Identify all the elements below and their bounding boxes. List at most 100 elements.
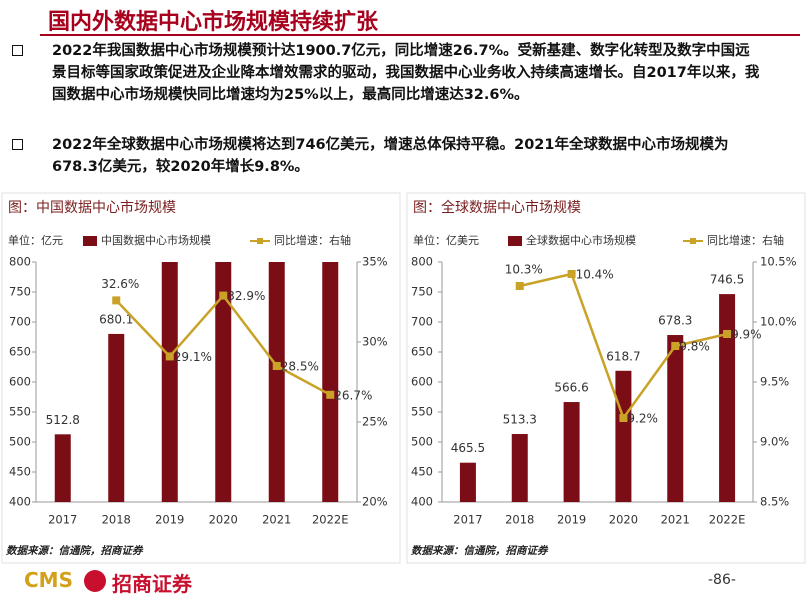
x-tick-label: 2020	[609, 513, 638, 527]
legend-swatch	[83, 236, 97, 246]
title-rule	[40, 34, 800, 36]
x-tick-label: 2020	[209, 513, 238, 527]
page-number: -86-	[708, 572, 736, 588]
line-marker	[515, 282, 524, 290]
legend-label: 同比增速：右轴	[274, 233, 351, 247]
y-tick-label: 450	[9, 465, 31, 479]
x-tick-label: 2021	[262, 513, 291, 527]
line-marker	[219, 291, 228, 300]
chart-title: 图：全球数据中心市场规模	[413, 199, 581, 216]
bullet: 2022年我国数据中心市场规模预计达1900.7亿元，同比增速26.7%。受新基…	[12, 40, 764, 106]
line-value-label: 9.8%	[679, 340, 710, 354]
bar-value-label: 618.7	[606, 349, 640, 363]
line-marker	[671, 342, 680, 350]
bar	[54, 434, 71, 502]
bar	[215, 262, 232, 502]
bar-value-label: 678.3	[658, 314, 692, 328]
bar-value-label: 465.5	[451, 441, 485, 455]
line-value-label: 9.9%	[731, 328, 762, 342]
x-tick-label: 2019	[155, 513, 184, 527]
bar	[459, 462, 476, 502]
slide-title: 国内外数据中心市场规模持续扩张	[48, 9, 379, 35]
line-value-label: 9.2%	[627, 412, 658, 426]
bar	[161, 262, 178, 502]
y2-tick-label: 9.0%	[760, 435, 789, 449]
legend-label: 全球数据中心市场规模	[526, 233, 636, 247]
x-tick-label: 2022E	[709, 513, 746, 527]
y-tick-label: 500	[9, 435, 31, 449]
unit-label: 单位：亿美元	[413, 233, 479, 247]
y-tick-label: 650	[9, 345, 31, 359]
bar	[615, 370, 632, 502]
bar	[719, 294, 736, 502]
y2-tick-label: 30%	[362, 335, 388, 349]
y-tick-label: 700	[9, 315, 31, 329]
chart-title: 图：中国数据中心市场规模	[8, 199, 176, 216]
unit-label: 单位：亿元	[8, 233, 63, 247]
y-tick-label: 500	[411, 435, 433, 449]
x-tick-label: 2018	[505, 513, 534, 527]
legend-label: 同比增速：右轴	[707, 233, 784, 247]
line-value-label: 29.1%	[174, 350, 212, 364]
source: 数据来源：信通院，招商证券	[6, 544, 144, 557]
bar	[563, 402, 580, 502]
line-value-label: 32.6%	[101, 277, 139, 291]
y-tick-label: 600	[9, 375, 31, 389]
x-tick-label: 2017	[48, 513, 77, 527]
line-marker	[165, 352, 174, 361]
y-tick-label: 400	[411, 495, 433, 509]
y-tick-label: 650	[411, 345, 433, 359]
footer-brand: 招商证券	[112, 572, 192, 595]
bar-value-label: 566.6	[554, 381, 588, 395]
y2-tick-label: 20%	[362, 495, 388, 509]
source: 数据来源：信通院，招商证券	[411, 544, 549, 557]
y-tick-label: 400	[9, 495, 31, 509]
bar	[108, 333, 125, 502]
line-marker	[619, 414, 628, 422]
line-marker	[272, 362, 281, 370]
y2-tick-label: 10.5%	[760, 255, 797, 269]
bar	[322, 262, 339, 502]
y2-tick-label: 35%	[362, 255, 388, 269]
bar-value-label: 512.8	[46, 413, 80, 427]
y-tick-label: 600	[411, 375, 433, 389]
legend-swatch-marker	[257, 238, 263, 244]
line-value-label: 28.5%	[281, 360, 319, 374]
legend-label: 中国数据中心市场规模	[101, 233, 211, 247]
line-value-label: 10.3%	[505, 263, 543, 277]
y-tick-label: 700	[411, 315, 433, 329]
y-tick-label: 750	[411, 285, 433, 299]
y-tick-label: 800	[9, 255, 31, 269]
bar-value-label: 513.3	[503, 413, 537, 427]
footer-logo: CMS	[24, 568, 73, 592]
legend-swatch-marker	[690, 238, 696, 244]
y2-tick-label: 25%	[362, 415, 388, 429]
y-tick-label: 550	[411, 405, 433, 419]
y2-tick-label: 10.0%	[760, 315, 797, 329]
x-tick-label: 2021	[661, 513, 690, 527]
logo-mark	[84, 570, 106, 592]
y-tick-label: 450	[411, 465, 433, 479]
x-tick-label: 2019	[557, 513, 586, 527]
bar-value-label: 746.5	[710, 273, 744, 287]
x-tick-label: 2017	[453, 513, 482, 527]
bar	[667, 335, 684, 502]
bar	[511, 434, 528, 502]
x-tick-label: 2022E	[312, 513, 349, 527]
line-value-label: 26.7%	[334, 388, 372, 402]
y2-tick-label: 9.5%	[760, 375, 789, 389]
bar-value-label: 680.1	[99, 312, 133, 326]
line-value-label: 10.4%	[576, 268, 614, 282]
y-tick-label: 750	[9, 285, 31, 299]
line-marker	[326, 390, 335, 399]
bullet: 2022年全球数据中心市场规模将达到746亿美元，增速总体保持平稳。2021年全…	[12, 134, 764, 178]
line-marker	[567, 270, 576, 278]
line-marker	[723, 330, 732, 338]
legend-swatch	[508, 236, 522, 246]
bar	[268, 262, 285, 502]
y-tick-label: 550	[9, 405, 31, 419]
y2-tick-label: 8.5%	[760, 495, 789, 509]
chart-panel	[1, 192, 401, 564]
